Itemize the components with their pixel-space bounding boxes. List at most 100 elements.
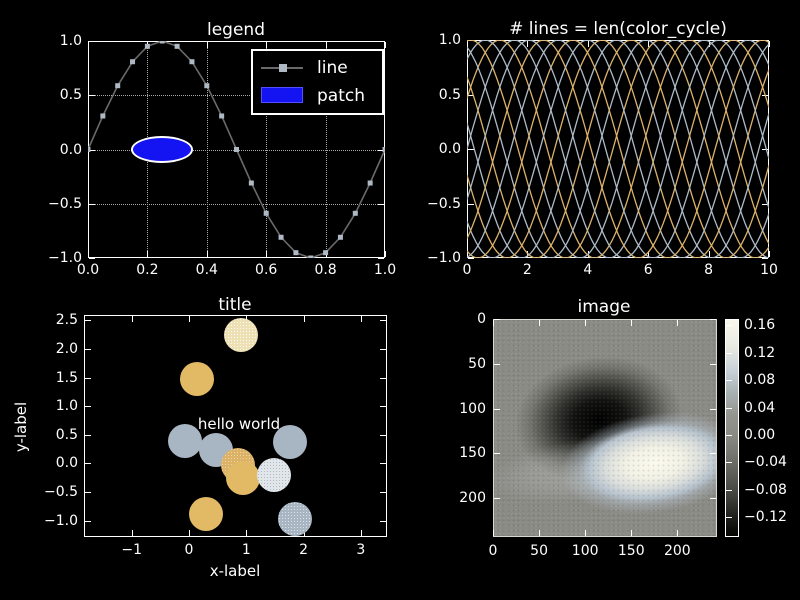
x-tick	[648, 41, 649, 47]
y-tick	[378, 258, 384, 259]
colorbar-tick-label: −0.04	[744, 454, 787, 470]
y-tick	[85, 521, 91, 522]
cycle-line-8	[467, 40, 769, 258]
x-tick-label: 6	[643, 262, 653, 278]
y-tick-label: 0.5	[59, 87, 82, 104]
cycle-line-11	[467, 40, 769, 258]
y-tick	[89, 41, 95, 42]
x-tick	[88, 251, 89, 257]
heatmap-dither-texture	[494, 320, 716, 536]
x-tick-label: 1	[241, 542, 251, 558]
sine-marker	[130, 59, 136, 65]
x-axis-label: x-label	[209, 562, 261, 580]
y-tick	[380, 349, 386, 350]
x-tick	[527, 41, 528, 47]
sine-marker	[263, 210, 269, 216]
scatter-point	[256, 458, 291, 493]
colorbar-tick	[726, 408, 732, 409]
y-tick-label: 1.5	[55, 369, 78, 386]
x-tick-label: 3	[356, 542, 366, 558]
x-tick-label: −1	[121, 542, 142, 558]
colorbar	[725, 319, 739, 537]
gridline-x	[266, 42, 267, 257]
x-tick-label: 0	[184, 542, 194, 558]
y-tick	[762, 149, 768, 150]
y-tick-label: 200	[459, 490, 486, 507]
legend-patch-swatch	[261, 87, 303, 103]
y-tick	[762, 258, 768, 259]
y-tick	[710, 364, 716, 365]
title-color-cycle-plot: # lines = len(color_cycle)	[509, 19, 727, 39]
sine-marker	[293, 250, 299, 256]
x-tick	[631, 320, 632, 326]
x-tick	[266, 251, 267, 257]
colorbar-tick-label: −0.08	[744, 482, 787, 498]
x-tick-label: 50	[530, 543, 548, 559]
scatter-point	[273, 425, 308, 460]
legend-label-patch: patch	[317, 86, 365, 106]
x-tick	[467, 251, 468, 257]
x-tick	[493, 530, 494, 536]
y-tick	[494, 498, 500, 499]
x-tick-label: 4	[583, 262, 593, 278]
x-tick	[207, 42, 208, 48]
sine-marker	[100, 113, 106, 119]
y-tick	[85, 320, 91, 321]
x-tick	[132, 530, 133, 536]
colorbar-tick-label: 0.04	[744, 400, 776, 416]
y-tick	[378, 41, 384, 42]
y-tick	[85, 378, 91, 379]
x-tick	[147, 251, 148, 257]
cycle-line-9	[467, 40, 769, 258]
x-tick	[132, 316, 133, 322]
x-tick-label: 2	[299, 542, 309, 558]
x-tick	[326, 42, 327, 48]
colorbar-tick	[726, 380, 732, 381]
sine-marker	[337, 234, 343, 240]
x-tick-label: 100	[571, 543, 599, 559]
sine-marker	[204, 83, 210, 89]
colorbar-tick	[726, 435, 732, 436]
y-tick	[380, 521, 386, 522]
colorbar-tick-label: 0.16	[744, 317, 776, 333]
x-tick	[588, 41, 589, 47]
x-tick	[361, 316, 362, 322]
y-tick-label: 0	[477, 311, 486, 327]
y-tick	[380, 435, 386, 436]
y-tick-label: −0.5	[48, 195, 82, 212]
sine-marker	[219, 113, 225, 119]
color-cycle-chart	[467, 40, 769, 258]
x-tick-label: 0.4	[195, 262, 218, 278]
x-tick	[385, 251, 386, 257]
y-tick	[494, 409, 500, 410]
sine-marker	[382, 147, 385, 152]
colorbar-tick	[726, 490, 732, 491]
y-tick-label: 1.0	[438, 32, 461, 48]
hello-world-annotation: hello world	[197, 415, 281, 433]
sine-marker	[323, 250, 329, 256]
x-tick-label: 2	[522, 262, 532, 278]
x-tick-label: 0.0	[76, 262, 100, 278]
scatter-point	[226, 460, 261, 495]
x-tick	[385, 42, 386, 48]
x-tick-label: 0.2	[136, 262, 159, 278]
y-tick	[468, 149, 474, 150]
y-tick-label: 1.0	[55, 398, 78, 415]
x-tick-label: 200	[663, 543, 691, 559]
scatter-point	[278, 501, 312, 536]
scatter-point	[189, 497, 224, 532]
sine-marker	[248, 180, 254, 186]
x-tick	[361, 530, 362, 536]
x-tick	[88, 42, 89, 48]
y-tick-label: 150	[459, 445, 486, 462]
x-tick	[585, 530, 586, 536]
ellipse-patch	[131, 135, 194, 164]
y-tick-label: −0.5	[44, 483, 78, 500]
sine-marker	[115, 83, 121, 89]
sine-marker	[278, 234, 284, 240]
y-tick	[380, 320, 386, 321]
x-tick	[709, 41, 710, 47]
y-tick-label: −1.0	[44, 512, 78, 529]
legend-line-marker	[279, 64, 287, 72]
